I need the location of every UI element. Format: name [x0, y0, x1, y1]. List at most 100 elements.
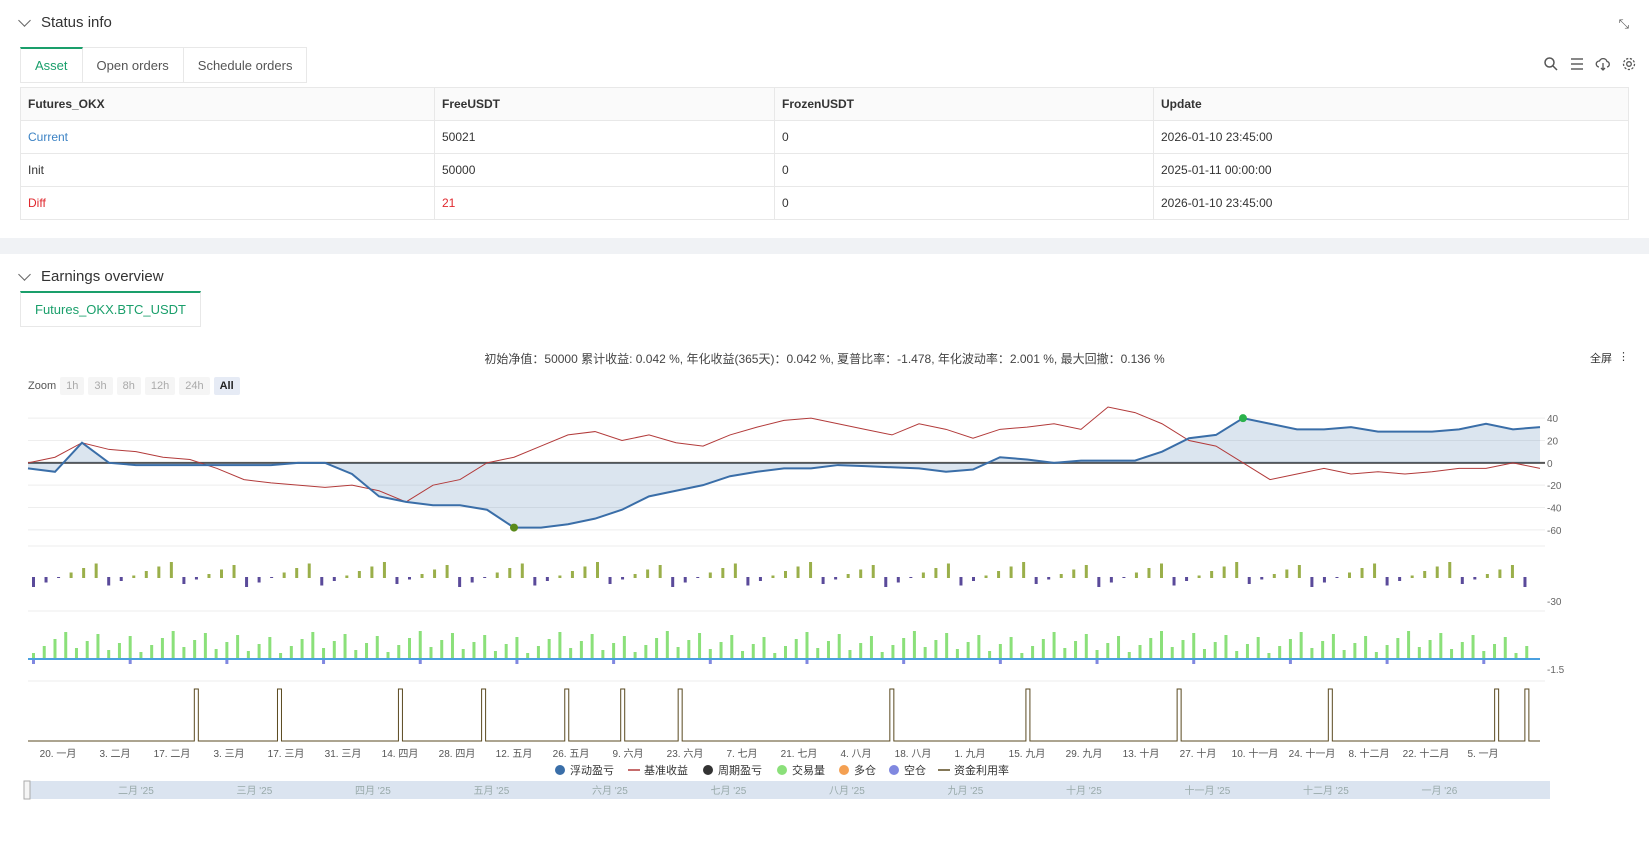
period-pnl-bar	[1498, 569, 1502, 578]
volume-bar	[1493, 644, 1497, 659]
row-label-current[interactable]: Current	[20, 120, 435, 154]
legend-item[interactable]: 浮动盈亏	[555, 764, 614, 777]
period-pnl-bar	[94, 563, 98, 578]
search-icon[interactable]	[1543, 56, 1559, 72]
volume-bar	[590, 634, 594, 659]
chevron-down-icon[interactable]	[18, 14, 31, 27]
period-pnl-bar	[1260, 577, 1264, 580]
volume-bar	[1063, 648, 1067, 659]
volume-bar	[160, 638, 164, 659]
period-pnl-bar	[533, 577, 537, 586]
x-tick-label: 23. 六月	[667, 748, 704, 760]
earnings-chart[interactable]: 40 20 0 -20 -40 -60 -30 -1.5 20. 一月 3. 二月 17. 二月 3.…	[0, 399, 1649, 853]
period-pnl-bar	[1385, 577, 1389, 586]
menu-icon[interactable]	[1569, 56, 1585, 72]
gear-icon[interactable]	[1621, 56, 1637, 72]
period-pnl-bar	[1172, 577, 1176, 586]
period-pnl-bar	[884, 577, 888, 587]
tab-open-orders[interactable]: Open orders	[82, 47, 184, 83]
legend-item[interactable]: 基准收益	[628, 763, 688, 777]
volume-bar	[1288, 639, 1292, 659]
chevron-down-icon[interactable]	[18, 268, 31, 281]
legend-item[interactable]: 多仓	[839, 763, 876, 777]
period-pnl-bar	[997, 571, 1001, 578]
volume-bar	[214, 649, 218, 659]
period-pnl-bar	[220, 569, 223, 578]
expand-icon[interactable]: ⤡	[1618, 16, 1629, 31]
period-pnl-bar	[1335, 577, 1339, 578]
volume-bar	[1482, 651, 1486, 659]
volume-bar	[354, 650, 358, 659]
drawdown-marker	[510, 523, 518, 532]
cell: 0	[774, 186, 1154, 220]
volume-bar	[440, 640, 444, 659]
x-tick-label: 10. 十一月	[1232, 747, 1279, 760]
navigator-label: 六月 '25	[592, 785, 628, 797]
tab-asset[interactable]: Asset	[20, 47, 83, 83]
volume-bar	[1127, 652, 1131, 659]
legend-item[interactable]: 资金利用率	[938, 763, 1009, 777]
short-position-bar	[805, 659, 809, 664]
period-pnl-bar	[1473, 577, 1477, 580]
short-position-bar	[708, 659, 712, 664]
period-pnl-bar	[182, 577, 186, 584]
more-vertical-icon[interactable]: ⋮	[1618, 351, 1629, 363]
zoom-3h-button[interactable]: 3h	[88, 377, 113, 395]
legend-item[interactable]: 交易量	[777, 763, 825, 777]
volume-bar	[225, 642, 229, 659]
volume-bar	[343, 634, 347, 659]
volume-bar	[246, 651, 250, 659]
fullscreen-button[interactable]: 全屏	[1590, 353, 1612, 365]
volume-bar	[633, 652, 637, 659]
legend-label: 资金利用率	[954, 763, 1009, 777]
period-pnl-bar	[696, 577, 700, 578]
volume-bar	[955, 649, 959, 659]
period-pnl-bar	[1047, 577, 1051, 580]
zoom-24h-button[interactable]: 24h	[179, 377, 210, 395]
volume-bar	[515, 637, 519, 659]
volume-bar	[375, 636, 379, 659]
period-pnl-bar	[1460, 577, 1464, 584]
x-tick-label: 14. 四月	[382, 748, 419, 760]
volume-bar	[1450, 649, 1454, 659]
legend-item[interactable]: 周期盈亏	[703, 764, 762, 777]
x-tick-label: 17. 三月	[268, 748, 305, 760]
period-pnl-bar	[1084, 565, 1088, 578]
period-pnl-bar	[871, 565, 875, 578]
volume-bar	[1385, 645, 1389, 659]
period-pnl-bar	[708, 572, 712, 578]
short-position-bar	[322, 659, 326, 664]
period-pnl-bar	[495, 572, 499, 578]
period-pnl-bar	[896, 577, 900, 583]
cloud-download-icon[interactable]	[1595, 56, 1611, 72]
legend-label: 多仓	[854, 763, 876, 777]
zoom-12h-button[interactable]: 12h	[144, 377, 176, 395]
tab-schedule-orders[interactable]: Schedule orders	[183, 47, 308, 83]
period-pnl-bar	[758, 577, 762, 581]
x-tick-label: 21. 七月	[781, 748, 818, 760]
period-pnl-bar	[470, 577, 474, 583]
period-pnl-bar	[545, 577, 549, 581]
cell: 50021	[434, 120, 775, 154]
tab-futures-okx-btc-usdt[interactable]: Futures_OKX.BTC_USDT	[20, 291, 201, 327]
fullscreen-control[interactable]: 全屏 ⋮	[1590, 350, 1629, 366]
volume-bar	[1106, 643, 1110, 659]
period-pnl-bar	[144, 571, 148, 578]
volume-bar	[74, 648, 78, 659]
volume-bar	[1031, 646, 1035, 659]
cell: 0	[774, 153, 1154, 187]
zoom-all-button[interactable]: All	[213, 377, 240, 395]
period-pnl-bar	[1185, 577, 1189, 581]
table-header-row: Futures_OKX FreeUSDT FrozenUSDT Update	[20, 87, 1629, 121]
volume-bar	[784, 646, 787, 659]
volume-bar	[300, 639, 304, 659]
x-tick-label: 4. 八月	[840, 748, 871, 760]
legend-item[interactable]: 空仓	[889, 763, 926, 777]
earnings-header[interactable]: Earnings overview	[18, 268, 164, 285]
zoom-1h-button[interactable]: 1h	[60, 377, 85, 395]
volume-bar	[1052, 632, 1056, 659]
status-header[interactable]: Status info	[18, 14, 112, 31]
zoom-8h-button[interactable]: 8h	[116, 377, 141, 395]
period-pnl-bar	[1034, 577, 1038, 584]
col-header: FrozenUSDT	[774, 87, 1154, 121]
